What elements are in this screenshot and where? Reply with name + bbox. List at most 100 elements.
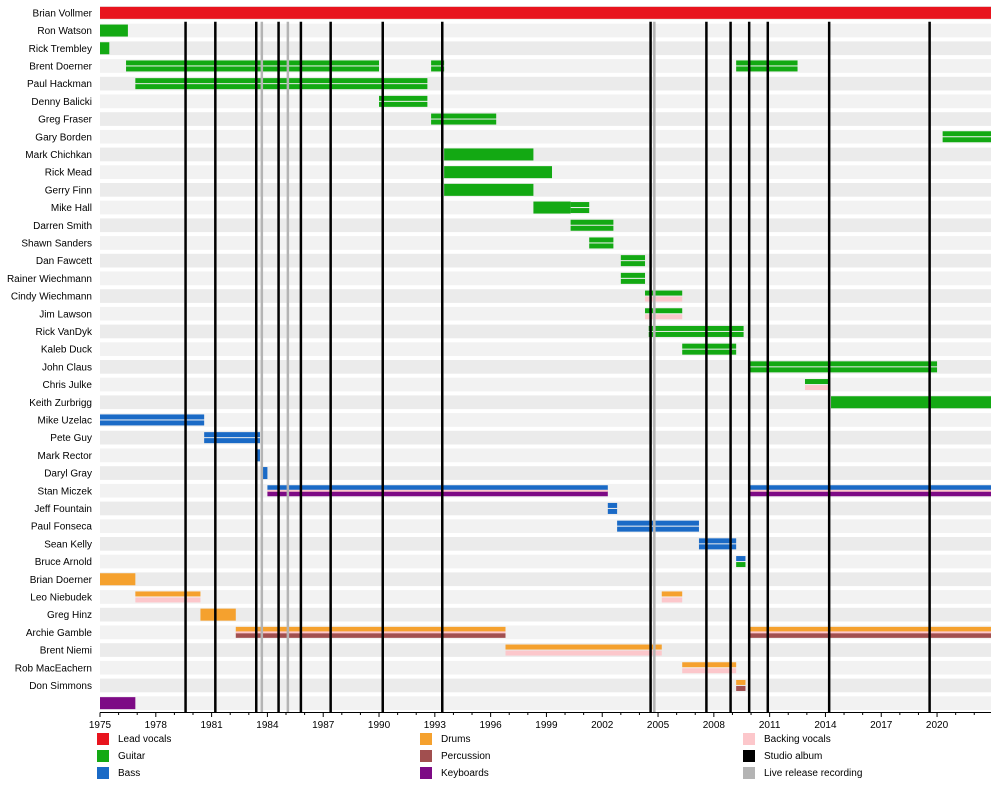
bar-primary xyxy=(749,485,991,491)
row-background xyxy=(100,289,991,303)
bar-primary xyxy=(100,414,205,420)
member-label: Don Simmons xyxy=(29,681,92,692)
bar-secondary xyxy=(749,367,938,373)
legend-label: Drums xyxy=(441,733,471,745)
member-bar xyxy=(620,255,646,267)
member-bars xyxy=(100,6,991,710)
member-bar xyxy=(749,626,991,638)
bar-primary xyxy=(736,556,746,562)
member-bar xyxy=(100,42,110,55)
row-background xyxy=(100,537,991,551)
bar-secondary xyxy=(235,632,506,638)
member-bar xyxy=(645,308,683,320)
bar-secondary xyxy=(204,438,260,444)
member-label: Gary Borden xyxy=(35,132,92,143)
bar-secondary xyxy=(505,650,662,656)
member-label: Archie Gamble xyxy=(26,628,93,639)
row-background xyxy=(100,218,991,233)
member-bar xyxy=(135,591,201,603)
bar-secondary xyxy=(736,562,746,568)
member-label: Brian Vollmer xyxy=(33,8,93,19)
bar-secondary xyxy=(942,137,991,143)
row-background xyxy=(100,129,991,144)
x-tick-label: 1987 xyxy=(312,720,335,730)
member-bar xyxy=(620,272,646,284)
member-bar xyxy=(444,166,553,179)
bar-primary xyxy=(736,679,746,685)
bar-primary xyxy=(661,591,683,597)
bar-primary xyxy=(505,644,662,650)
bar-primary xyxy=(682,662,737,668)
bar-primary xyxy=(620,272,646,278)
bar-primary xyxy=(749,626,991,632)
bar-secondary xyxy=(135,84,428,90)
row-background xyxy=(100,660,991,675)
band-timeline-chart: Brian Vollmer Ron Watson Rick Trembley Bren… xyxy=(7,6,991,730)
member-bar xyxy=(100,24,128,37)
legend-swatch xyxy=(420,767,432,779)
bar-primary xyxy=(261,467,268,480)
bar-secondary xyxy=(620,261,646,267)
member-label: Darren Smith xyxy=(33,221,92,232)
member-bar xyxy=(100,697,136,710)
bar-secondary xyxy=(135,597,201,603)
bar-primary xyxy=(379,95,428,101)
legend-item-bass: Bass xyxy=(97,766,140,780)
member-label: Kaleb Duck xyxy=(41,345,93,356)
member-label: Greg Hinz xyxy=(47,610,92,621)
bar-secondary xyxy=(570,208,590,214)
bar-accent xyxy=(749,631,991,634)
member-label: Rick Mead xyxy=(45,168,92,179)
member-bar xyxy=(831,396,991,409)
bar-primary xyxy=(620,255,646,261)
member-bar xyxy=(505,644,662,656)
bar-primary xyxy=(942,131,991,137)
bar-secondary xyxy=(100,420,205,426)
bar-primary xyxy=(100,24,128,37)
legend-label: Backing vocals xyxy=(764,733,831,745)
member-bar xyxy=(682,662,737,674)
bar-primary xyxy=(135,78,428,84)
member-label: Shawn Sanders xyxy=(21,238,92,249)
x-tick-label: 1993 xyxy=(424,720,447,730)
member-bar xyxy=(261,467,268,480)
legend-item-keyboards: Keyboards xyxy=(420,766,489,780)
row-background xyxy=(100,342,991,356)
row-background xyxy=(100,271,991,286)
bar-accent xyxy=(267,489,608,492)
member-bar xyxy=(444,183,534,196)
legend-item-drums: Drums xyxy=(420,732,470,746)
x-tick-label: 1990 xyxy=(368,720,391,730)
x-axis: 1975 1978 1981 1984 1987 1990 1993 1996 1999 2002… xyxy=(89,712,991,730)
member-label: Cindy Wiechmann xyxy=(11,292,92,303)
legend-label: Live release recording xyxy=(764,767,863,779)
bar-primary xyxy=(256,449,260,462)
member-label: Mike Uzelac xyxy=(38,415,92,426)
bar-primary xyxy=(126,60,380,66)
member-label: Rainer Wiechmann xyxy=(7,274,92,285)
member-bar xyxy=(749,485,991,497)
member-bar xyxy=(617,520,699,532)
legend-item-live: Live release recording xyxy=(743,766,862,780)
bar-secondary xyxy=(589,243,614,249)
member-label: Denny Balicki xyxy=(31,97,92,108)
bar-secondary xyxy=(126,66,380,72)
row-background xyxy=(100,306,991,321)
member-label: Pete Guy xyxy=(50,433,92,444)
member-label: Sean Kelly xyxy=(44,539,92,550)
legend-label: Keyboards xyxy=(441,767,489,779)
bar-secondary xyxy=(431,119,497,125)
row-background xyxy=(100,147,991,162)
legend-label: Bass xyxy=(118,767,141,779)
bar-primary xyxy=(648,325,744,331)
row-background xyxy=(100,324,991,339)
legend-swatch xyxy=(420,733,432,745)
member-bar xyxy=(736,679,746,691)
x-tick-label: 1981 xyxy=(200,720,223,730)
bar-primary xyxy=(682,343,737,349)
legend-swatch xyxy=(97,750,109,762)
bar-primary xyxy=(100,573,136,586)
row-background xyxy=(100,183,991,197)
member-bar xyxy=(607,502,618,514)
bar-primary xyxy=(570,202,590,208)
